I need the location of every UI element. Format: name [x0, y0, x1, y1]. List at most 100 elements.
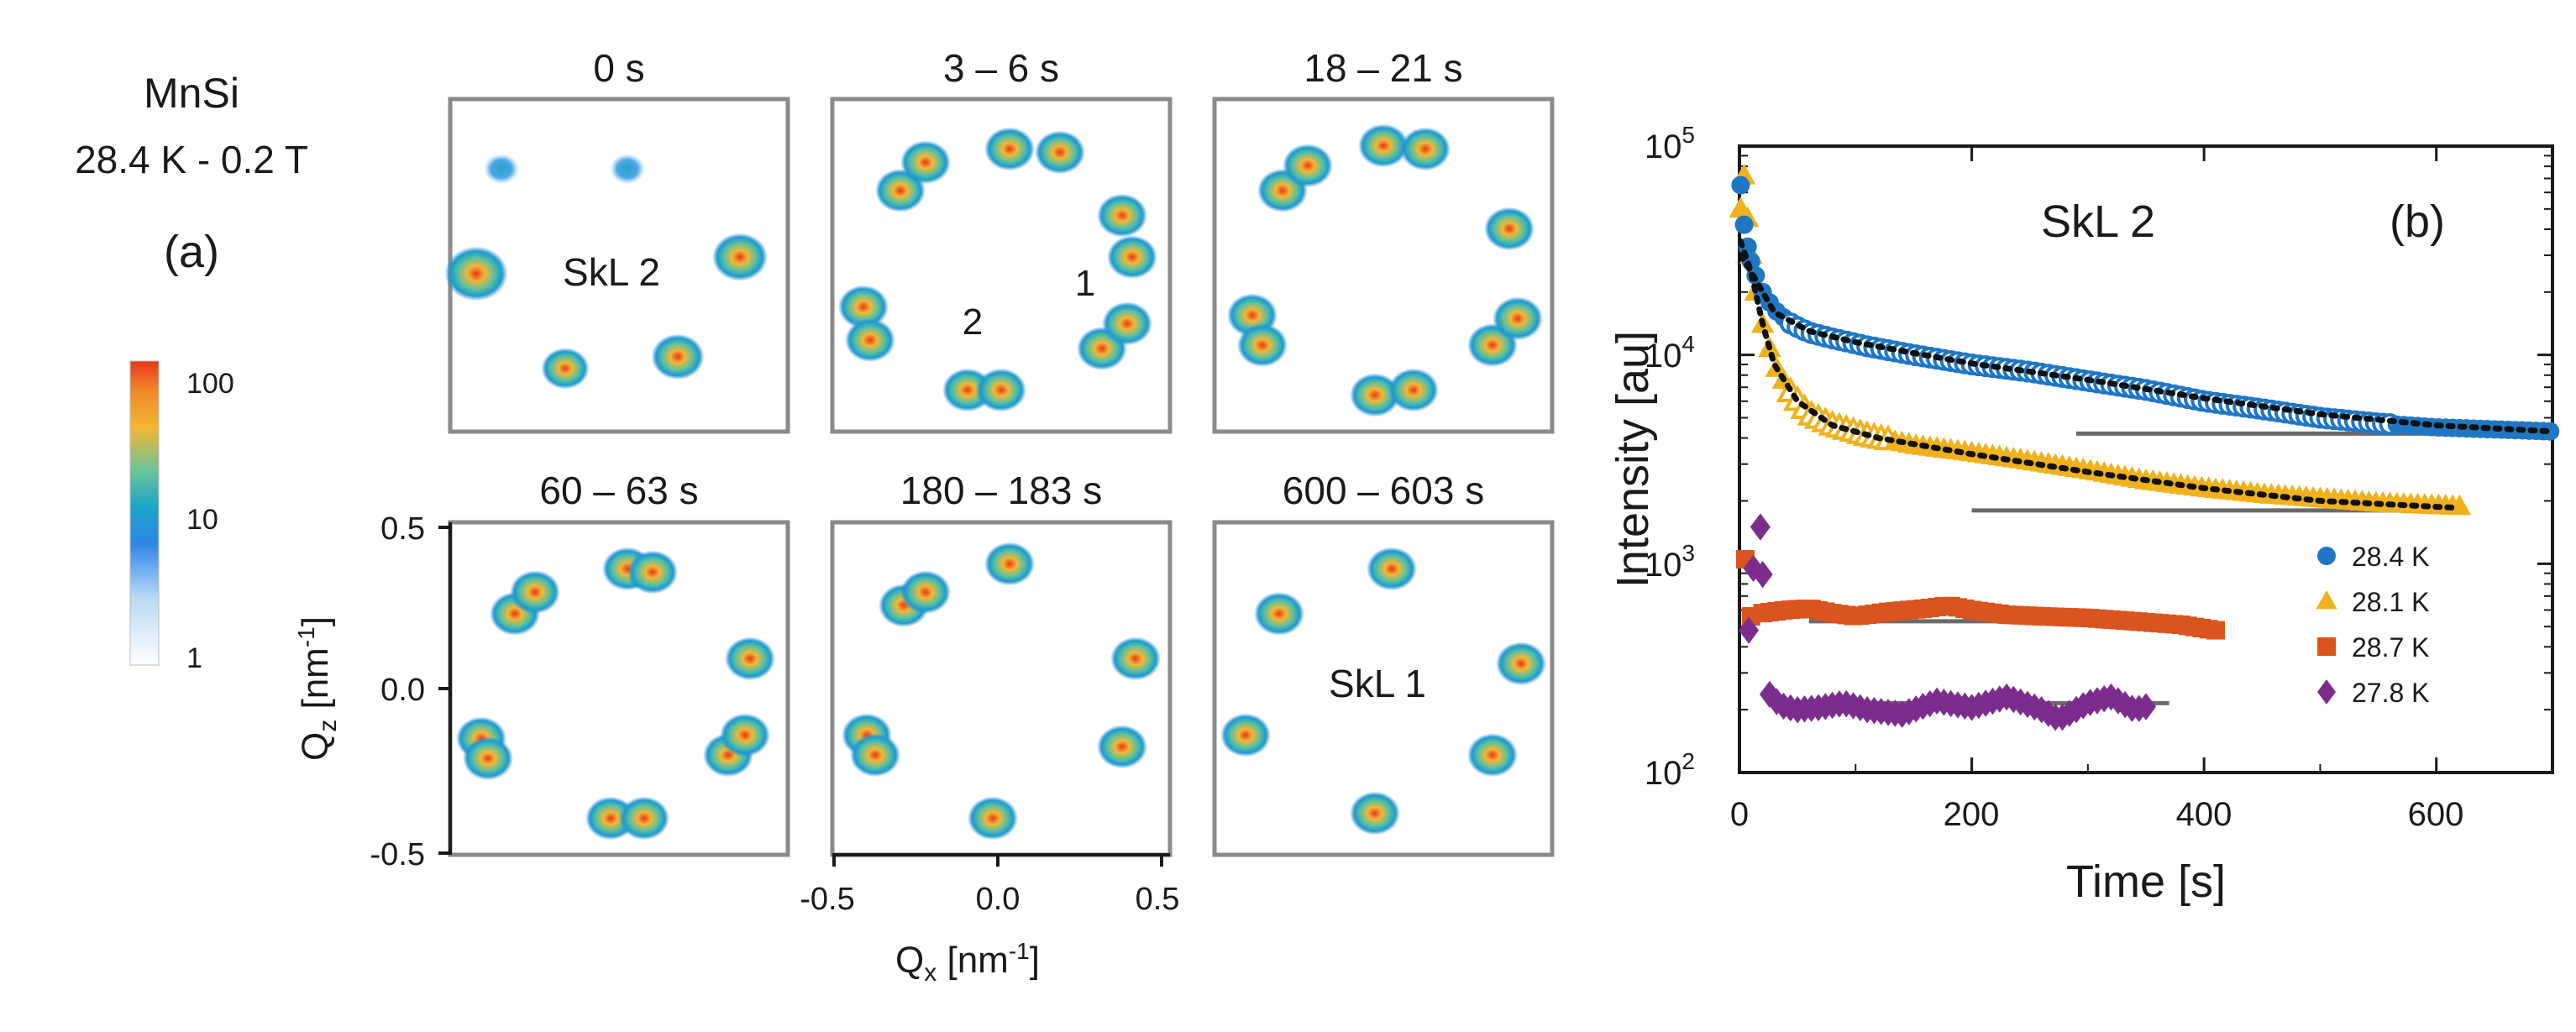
- legend-item-28-7k: 28.7 K: [2317, 632, 2430, 663]
- diffraction-spot: [619, 796, 669, 841]
- qx-axis: -0.5 0.0 0.5 Qx [nm-1]: [800, 853, 1179, 987]
- plot-frame: [1738, 144, 2554, 774]
- frame-spots: [842, 542, 1161, 841]
- diffraction-spot: [1102, 301, 1152, 346]
- diffraction-spot: [1097, 193, 1147, 238]
- conditions-label: 28.4 K - 0.2 T: [75, 138, 308, 181]
- diffraction-spot: [444, 246, 508, 301]
- diffraction-spot: [1358, 123, 1409, 168]
- data-point: [1743, 554, 1764, 583]
- colorbar-tick-10: 10: [186, 504, 218, 536]
- qz-tick-label: -0.5: [370, 837, 425, 872]
- diffraction-spot: [968, 796, 1018, 841]
- diffraction-spot: [845, 318, 895, 363]
- legend-marker: [2317, 679, 2336, 705]
- diffraction-spot: [1097, 725, 1147, 769]
- frame-annotation-skl2: SkL 2: [563, 250, 660, 294]
- diffraction-spot: [1283, 144, 1333, 188]
- data-point: [1766, 688, 1787, 715]
- legend-marker-circle: [2317, 547, 2336, 565]
- diffraction-spot: [838, 285, 889, 329]
- diffraction-spot: [900, 140, 951, 185]
- tick-labels: 0 200 400 600 102 103 104 105: [1645, 122, 2463, 833]
- qz-tick-label: 0.0: [380, 673, 425, 708]
- data-point: [1739, 616, 1760, 644]
- frame-spots: [456, 547, 775, 841]
- legend-label: 28.1 K: [2352, 587, 2430, 617]
- data-point: [1750, 513, 1771, 541]
- data-point: [2447, 494, 2472, 516]
- domain-number-1: 1: [1075, 263, 1095, 304]
- data-point: [1759, 680, 1780, 709]
- data-point: [1734, 215, 1754, 234]
- frame-spots: [1220, 547, 1546, 836]
- y-axis-label: Intensity [au]: [1608, 331, 1658, 588]
- qz-axis-label: Qz [nm-1]: [293, 616, 342, 761]
- frame-title: 0 s: [593, 46, 644, 90]
- diffraction-spot: [510, 570, 560, 615]
- frame-spots: [444, 153, 768, 390]
- series-28-7-K: [1735, 550, 2225, 640]
- diffraction-spot: [463, 736, 513, 781]
- diffraction-spot: [1484, 207, 1535, 251]
- y-tick-label-1e2: 102: [1645, 748, 1695, 792]
- legend-marker-triangle: [2316, 589, 2337, 610]
- legend-marker: [2317, 637, 2336, 656]
- diffraction-spot: [1400, 127, 1451, 171]
- diffraction-spot: [1350, 373, 1400, 417]
- qx-tick-label: -0.5: [800, 882, 854, 917]
- y-tick-label-1e3: 103: [1645, 540, 1695, 584]
- frame-annotation-skl1: SkL 1: [1329, 662, 1426, 705]
- data-point: [2206, 621, 2225, 640]
- x-tick-label-400: 400: [2176, 796, 2232, 833]
- diffraction-spot: [976, 368, 1026, 412]
- diffraction-spot: [1467, 733, 1518, 778]
- panel-b-label: (b): [2390, 196, 2445, 247]
- diffraction-spot: [1110, 636, 1161, 681]
- series-27-8-K: [1739, 513, 2156, 731]
- data-point: [1752, 560, 1773, 589]
- frame-18-21s: 18 – 21 s: [1212, 46, 1555, 434]
- y-tick-label-1e4: 104: [1645, 331, 1695, 375]
- diffraction-spot: [725, 636, 775, 681]
- legend-marker: [2316, 589, 2337, 610]
- frame-0s: 0 s SkL 2: [444, 46, 790, 434]
- axis-ticks: [1738, 144, 2553, 774]
- diffraction-spot: [1237, 323, 1288, 368]
- legend-item-27-8k: 27.8 K: [2317, 678, 2430, 708]
- diffraction-spot: [651, 333, 705, 380]
- diffraction-spot: [1107, 235, 1157, 280]
- frame-title: 18 – 21 s: [1304, 46, 1462, 90]
- qz-tick-label: 0.5: [380, 511, 425, 547]
- diffraction-spot: [1367, 547, 1417, 591]
- material-label: MnSi: [144, 70, 239, 117]
- x-tick-label-600: 600: [2408, 796, 2464, 833]
- frame-3-6s: 3 – 6 s 2 1: [830, 46, 1173, 434]
- legend-label: 27.8 K: [2352, 678, 2430, 708]
- diffraction-spot: [720, 713, 770, 757]
- sans-frames: 0 s SkL 2 3 – 6 s 2 1 18 – 21 s 60 – 63 …: [444, 46, 1555, 857]
- y-tick-label-1e5: 105: [1645, 122, 1695, 165]
- diffraction-spot: [850, 733, 900, 778]
- frame-title: 60 – 63 s: [539, 469, 698, 512]
- diffraction-spot: [984, 542, 1035, 586]
- data-point: [2541, 422, 2560, 441]
- frame-600-603s: 600 – 603 s SkL 1: [1212, 469, 1555, 857]
- frame-title: 180 – 183 s: [900, 469, 1102, 512]
- panel-a-label: (a): [164, 227, 219, 277]
- diffraction-spot: [1388, 368, 1439, 412]
- qx-axis-label: Qx [nm-1]: [895, 938, 1040, 987]
- x-axis-label: Time [s]: [2066, 857, 2226, 907]
- diffraction-spot: [484, 153, 519, 185]
- frame-60-63s: 60 – 63 s: [448, 469, 790, 857]
- diffraction-spot: [984, 127, 1035, 171]
- legend-label: 28.4 K: [2352, 542, 2430, 572]
- fit-curves: [1737, 238, 2555, 511]
- frame-title: 3 – 6 s: [943, 46, 1059, 90]
- frame-spots: [838, 127, 1157, 412]
- diffraction-spot: [900, 570, 951, 615]
- diffraction-spot: [1496, 642, 1546, 686]
- diffraction-spot: [627, 550, 678, 595]
- fit-curve-series-1: [1737, 238, 2462, 511]
- diffraction-spot: [712, 233, 768, 281]
